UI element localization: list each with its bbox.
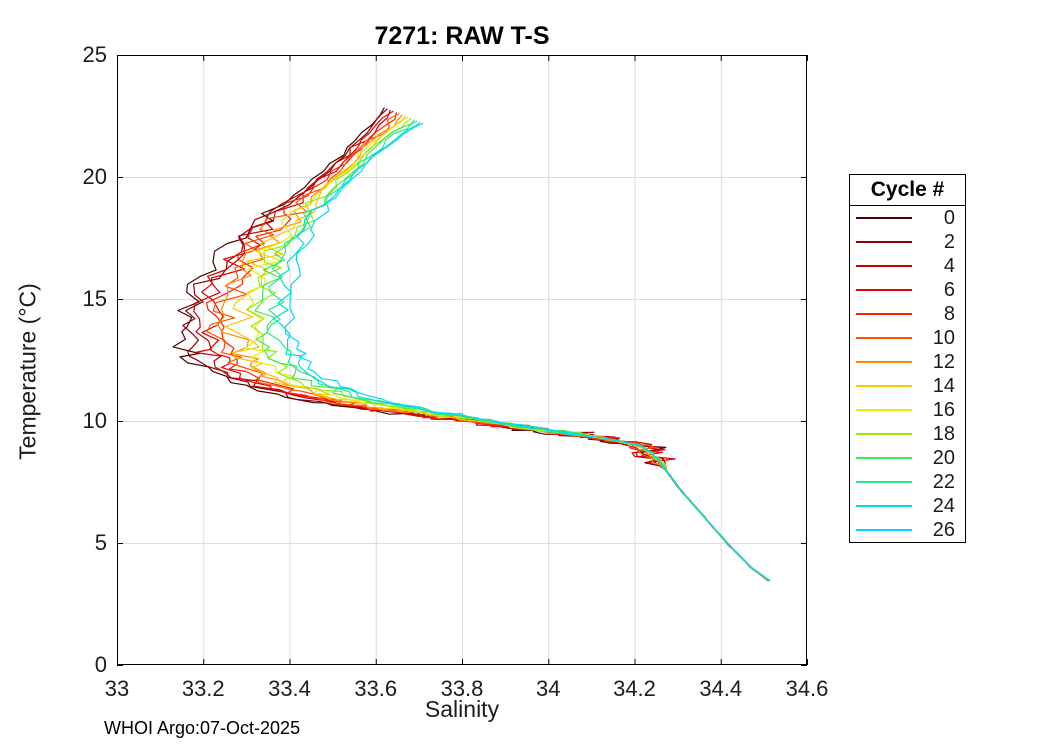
legend-entry-label: 26 [932,518,955,541]
profile-line-cycle-24 [272,121,771,582]
x-tick-label: 34.4 [699,676,743,701]
legend-entry-label: 16 [932,398,955,421]
profile-lines [172,107,771,582]
x-tick-label: 33 [104,676,130,701]
legend-line-sample [856,337,912,339]
legend-line-sample [856,529,912,531]
y-tick-label: 10 [82,408,107,433]
profile-line-cycle-26 [284,122,771,582]
legend-line-sample [856,361,912,363]
legend-entry-label: 2 [943,230,955,253]
legend-entry-cycle-14: 14 [850,374,965,398]
profile-line-cycle-8 [205,112,770,582]
legend: Cycle # 0 2 4 6 8 10 12 14 16 18 20 22 24 26 [849,174,966,543]
legend-line-sample [856,217,912,219]
y-tick-label: 15 [82,286,107,311]
legend-line-sample [856,385,912,387]
profile-line-cycle-20 [254,119,771,582]
legend-entries: 0 2 4 6 8 10 12 14 16 18 20 22 24 26 [850,206,965,542]
profile-line-cycle-22 [266,120,771,582]
legend-entry-label: 20 [932,446,955,469]
legend-line-sample [856,457,912,459]
legend-entry-cycle-24: 24 [850,494,965,518]
legend-entry-label: 18 [932,422,955,445]
x-tick-label: 33.8 [440,676,484,701]
legend-line-sample [856,289,912,291]
legend-line-sample [856,241,912,243]
legend-line-sample [856,409,912,411]
legend-entry-label: 8 [943,302,955,325]
legend-entry-label: 24 [932,494,955,517]
profile-line-cycle-6 [201,110,770,582]
legend-entry-cycle-2: 2 [850,230,965,254]
legend-entry-cycle-8: 8 [850,302,965,326]
x-axis-label: Salinity [424,696,500,722]
legend-entry-label: 0 [943,206,955,229]
legend-entry-cycle-10: 10 [850,326,965,350]
x-tick-label: 34.6 [785,676,829,701]
profile-line-cycle-2 [182,108,769,582]
legend-entry-cycle-22: 22 [850,470,965,494]
x-tick-label: 33.4 [268,676,311,701]
legend-entry-cycle-6: 6 [850,278,965,302]
figure-title: 7271: RAW T-S [374,22,550,50]
legend-entry-label: 22 [932,470,955,493]
legend-title: Cycle # [850,175,965,206]
y-tick-label: 0 [94,652,107,677]
legend-entry-cycle-18: 18 [850,422,965,446]
legend-entry-cycle-4: 4 [850,254,965,278]
x-tick-label: 34.2 [613,676,656,701]
legend-entry-label: 12 [932,350,955,373]
legend-line-sample [856,505,912,507]
watermark-text: WHOI Argo:07-Oct-2025 [104,718,301,738]
y-axis-label: Temperature (°C) [14,283,41,460]
legend-entry-label: 14 [932,374,955,397]
y-tick-label: 5 [94,530,107,555]
legend-line-sample [856,313,912,315]
legend-entry-cycle-12: 12 [850,350,965,374]
legend-entry-cycle-20: 20 [850,446,965,470]
legend-entry-label: 4 [943,254,955,277]
x-tick-label: 33.2 [181,676,225,701]
x-tick-label: 34 [536,676,561,701]
legend-entry-label: 6 [943,278,955,301]
y-axis-tick-labels: 0 5 10 15 20 25 [0,0,107,750]
profile-line-cycle-14 [225,115,770,582]
y-tick-label: 20 [82,164,107,189]
legend-entry-cycle-26: 26 [850,518,965,542]
legend-entry-cycle-16: 16 [850,398,965,422]
legend-line-sample [856,481,912,483]
legend-entry-cycle-0: 0 [850,206,965,230]
legend-line-sample [856,265,912,267]
y-tick-label: 25 [82,42,107,67]
profile-line-cycle-12 [216,114,770,582]
profile-line-cycle-10 [206,113,770,582]
profile-line-cycle-4 [193,109,769,582]
legend-line-sample [856,433,912,435]
x-tick-label: 33.6 [354,676,398,701]
legend-entry-label: 10 [932,326,955,349]
